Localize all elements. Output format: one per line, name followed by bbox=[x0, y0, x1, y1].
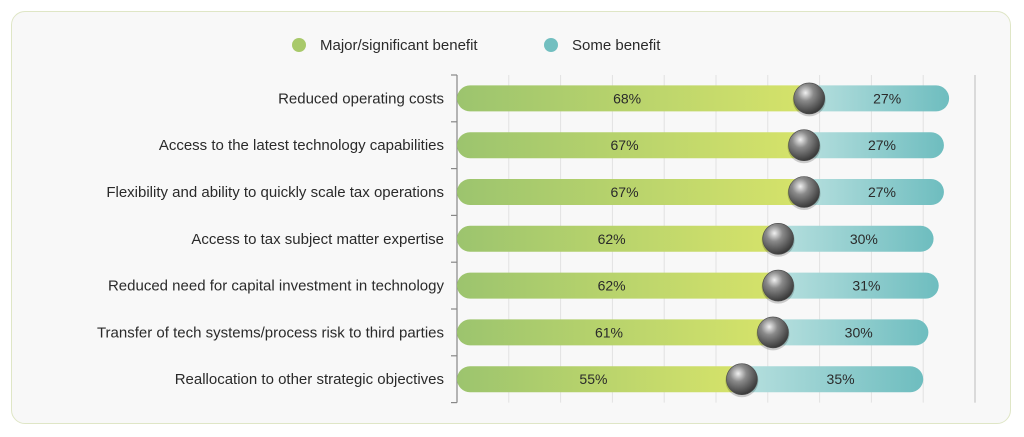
value-label-major: 67% bbox=[611, 137, 639, 153]
value-label-major: 68% bbox=[613, 90, 641, 106]
divider-knob bbox=[757, 316, 789, 349]
divider-knob bbox=[788, 129, 820, 161]
bar-some-benefit bbox=[768, 319, 929, 346]
divider-knob bbox=[762, 223, 794, 255]
value-label-some: 30% bbox=[845, 324, 873, 340]
divider-knob bbox=[788, 176, 820, 208]
bar-major-benefit bbox=[457, 179, 805, 205]
category-label: Access to tax subject matter expertise bbox=[191, 231, 444, 248]
category-axis bbox=[451, 74, 458, 404]
bar-some-benefit bbox=[805, 85, 950, 112]
divider-knob bbox=[762, 269, 794, 302]
value-label-major: 55% bbox=[579, 371, 607, 387]
chart-frame bbox=[11, 11, 1011, 424]
legend-swatch-some bbox=[544, 38, 558, 52]
value-label-some: 27% bbox=[873, 90, 901, 106]
bar-major-benefit bbox=[457, 272, 779, 299]
value-label-major: 61% bbox=[595, 324, 623, 340]
value-label-some: 30% bbox=[850, 231, 878, 247]
value-label-some: 31% bbox=[852, 278, 880, 294]
bar-major-benefit bbox=[457, 319, 773, 346]
category-label: Reduced operating costs bbox=[278, 90, 444, 107]
value-label-some: 27% bbox=[868, 184, 896, 200]
divider-knob bbox=[793, 82, 826, 115]
category-label: Flexibility and ability to quickly scale… bbox=[106, 184, 444, 201]
value-label-some: 27% bbox=[868, 137, 896, 153]
legend-label-major: Major/significant benefit bbox=[320, 37, 478, 54]
bar-some-benefit bbox=[737, 366, 924, 393]
bar-major-benefit bbox=[457, 85, 810, 112]
bar-major-benefit bbox=[457, 132, 805, 159]
bar-some-benefit bbox=[800, 179, 944, 205]
bar-some-benefit bbox=[774, 225, 934, 252]
legend-label-some: Some benefit bbox=[572, 37, 661, 54]
bars: 68% 27% 67% 27% 67% 27% 62% 30% 62% 31% 61% 30% 55% 3… bbox=[457, 82, 950, 398]
value-label-some: 35% bbox=[827, 371, 855, 387]
value-label-major: 62% bbox=[598, 231, 626, 247]
bar-some-benefit bbox=[800, 132, 944, 159]
divider-knob bbox=[726, 363, 758, 396]
legend: Major/significant benefit Some benefit bbox=[292, 37, 661, 54]
category-label: Reallocation to other strategic objectiv… bbox=[175, 371, 444, 388]
category-label: Access to the latest technology capabili… bbox=[159, 137, 444, 154]
category-labels: Reduced operating costs Access to the lat… bbox=[97, 90, 445, 388]
legend-swatch-major bbox=[292, 38, 306, 52]
value-label-major: 62% bbox=[598, 278, 626, 294]
bar-major-benefit bbox=[457, 366, 742, 393]
bar-some-benefit bbox=[774, 272, 939, 299]
bar-major-benefit bbox=[457, 225, 779, 252]
category-label: Reduced need for capital investment in t… bbox=[108, 278, 445, 295]
category-label: Transfer of tech systems/process risk to… bbox=[97, 324, 444, 341]
value-label-major: 67% bbox=[611, 184, 639, 200]
